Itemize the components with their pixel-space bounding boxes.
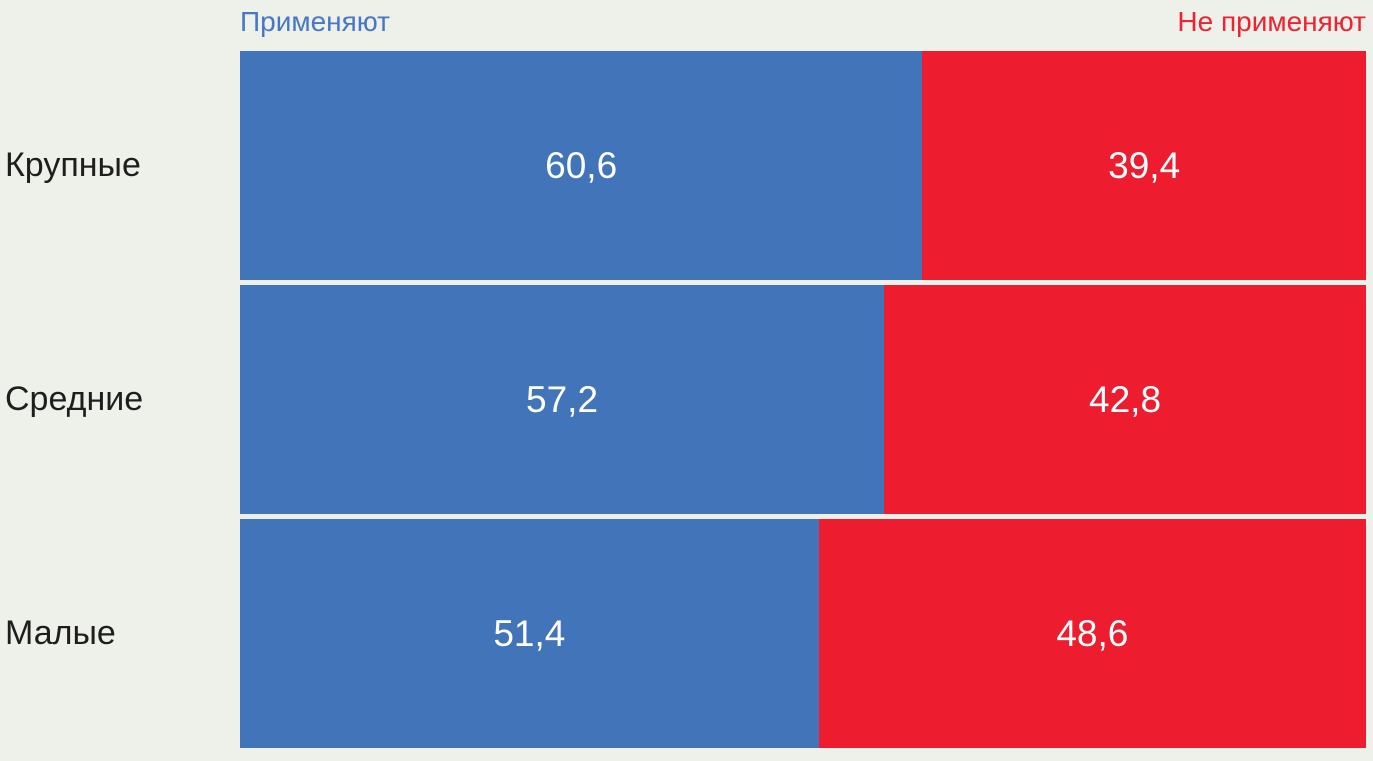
bar-group: 51,4 48,6 — [240, 519, 1366, 748]
bar-row-medium: Средние 57,2 42,8 — [0, 285, 1366, 514]
bar-group: 57,2 42,8 — [240, 285, 1366, 514]
bar-segment-apply: 60,6 — [240, 51, 923, 280]
legend-label-not-apply: Не применяют — [1177, 6, 1366, 37]
stacked-bar-chart: Применяют Не применяют Крупные 60,6 39,4… — [0, 5, 1373, 761]
bar-group: 60,6 39,4 — [240, 51, 1366, 280]
bar-segment-not-apply: 39,4 — [922, 51, 1366, 280]
value-label: 51,4 — [493, 612, 566, 654]
bar-segment-apply: 51,4 — [240, 519, 819, 748]
bar-segment-apply: 57,2 — [240, 285, 885, 514]
category-label: Крупные — [5, 146, 141, 184]
value-label: 42,8 — [1089, 378, 1162, 420]
value-label: 48,6 — [1056, 612, 1129, 654]
value-label: 57,2 — [526, 378, 599, 420]
category-label: Малые — [5, 614, 116, 652]
value-label: 39,4 — [1108, 144, 1181, 186]
bar-row-small: Малые 51,4 48,6 — [0, 519, 1366, 748]
legend: Применяют Не применяют — [240, 5, 1366, 39]
bar-segment-not-apply: 42,8 — [884, 285, 1366, 514]
value-label: 60,6 — [545, 144, 618, 186]
bar-segment-not-apply: 48,6 — [818, 519, 1366, 748]
category-label: Средние — [5, 380, 144, 418]
legend-label-apply: Применяют — [240, 6, 390, 37]
bar-row-large: Крупные 60,6 39,4 — [0, 51, 1366, 280]
